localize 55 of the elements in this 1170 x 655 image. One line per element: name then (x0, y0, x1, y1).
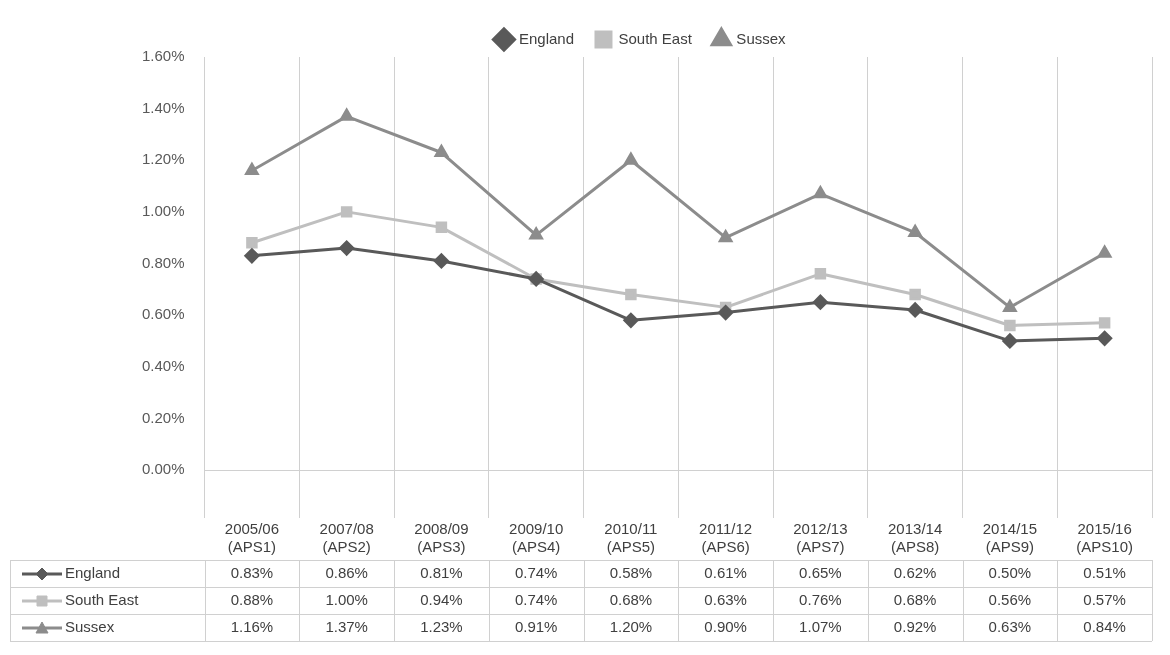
x-tick-label: 2010/11 (APS5) (604, 520, 658, 556)
data-label: 0.65% (799, 563, 842, 581)
y-tick-label: 1.40% (141, 98, 185, 116)
data-label: 1.20% (609, 617, 653, 635)
data-label: 0.90% (704, 617, 747, 635)
y-tick-label: 0.20% (141, 408, 185, 426)
legend-label: Sussex (736, 29, 787, 47)
x-tick-label: 2009/10 (APS4) (509, 520, 564, 556)
y-tick-label: 1.60% (141, 47, 185, 65)
data-label: 1.23% (420, 617, 463, 635)
x-tick-label: 2014/15 (APS9) (982, 520, 1037, 556)
text: South East (65, 590, 139, 608)
y-tick-label: 0.80% (141, 253, 185, 271)
data-label: 0.74% (514, 590, 558, 608)
data-label: 0.63% (988, 617, 1032, 635)
data-label: 0.83% (230, 563, 274, 581)
y-tick-label: 1.00% (141, 202, 185, 220)
x-tick-label: 2005/06 (APS1) (224, 520, 280, 556)
data-label: 0.61% (704, 563, 747, 581)
data-label: 0.68% (893, 590, 937, 608)
data-label: 0.91% (514, 617, 558, 635)
data-label: 0.58% (609, 563, 653, 581)
x-tick-label: 2015/16 (APS10) (1076, 520, 1133, 556)
legend-label: England (518, 29, 574, 47)
y-tick-label: 0.60% (141, 305, 185, 323)
x-tick-label: 2011/12 (APS6) (699, 520, 753, 556)
data-label: 0.92% (893, 617, 937, 635)
data-label: 0.62% (893, 563, 937, 581)
legend-label: South East (618, 29, 693, 47)
data-label: 0.63% (704, 590, 747, 608)
data-label: 0.94% (420, 590, 463, 608)
data-label: 0.56% (988, 590, 1032, 608)
data-label: 0.74% (514, 563, 558, 581)
y-tick-label: 1.20% (141, 150, 185, 168)
data-label: 1.16% (230, 617, 274, 635)
data-label: 1.37% (325, 617, 368, 635)
x-tick-label: 2008/09 (APS3) (414, 520, 469, 556)
x-tick-label: 2012/13 (APS7) (793, 520, 848, 556)
data-label: 1.00% (325, 590, 368, 608)
text: Sussex (65, 617, 115, 635)
text: England (65, 563, 121, 581)
data-label: 1.07% (799, 617, 842, 635)
data-label: 0.51% (1083, 563, 1126, 581)
data-label: 0.76% (799, 590, 842, 608)
data-label: 0.88% (230, 590, 274, 608)
y-tick-label: 0.00% (141, 460, 185, 478)
x-tick-label: 2007/08 (APS2) (319, 520, 374, 556)
y-tick-label: 0.40% (141, 356, 185, 374)
data-label: 0.86% (325, 563, 368, 581)
x-tick-label: 2013/14 (APS8) (888, 520, 943, 556)
data-label: 0.50% (988, 563, 1032, 581)
data-label: 0.84% (1083, 617, 1126, 635)
data-label: 0.68% (609, 590, 653, 608)
data-label: 0.57% (1083, 590, 1126, 608)
data-label: 0.81% (420, 563, 463, 581)
